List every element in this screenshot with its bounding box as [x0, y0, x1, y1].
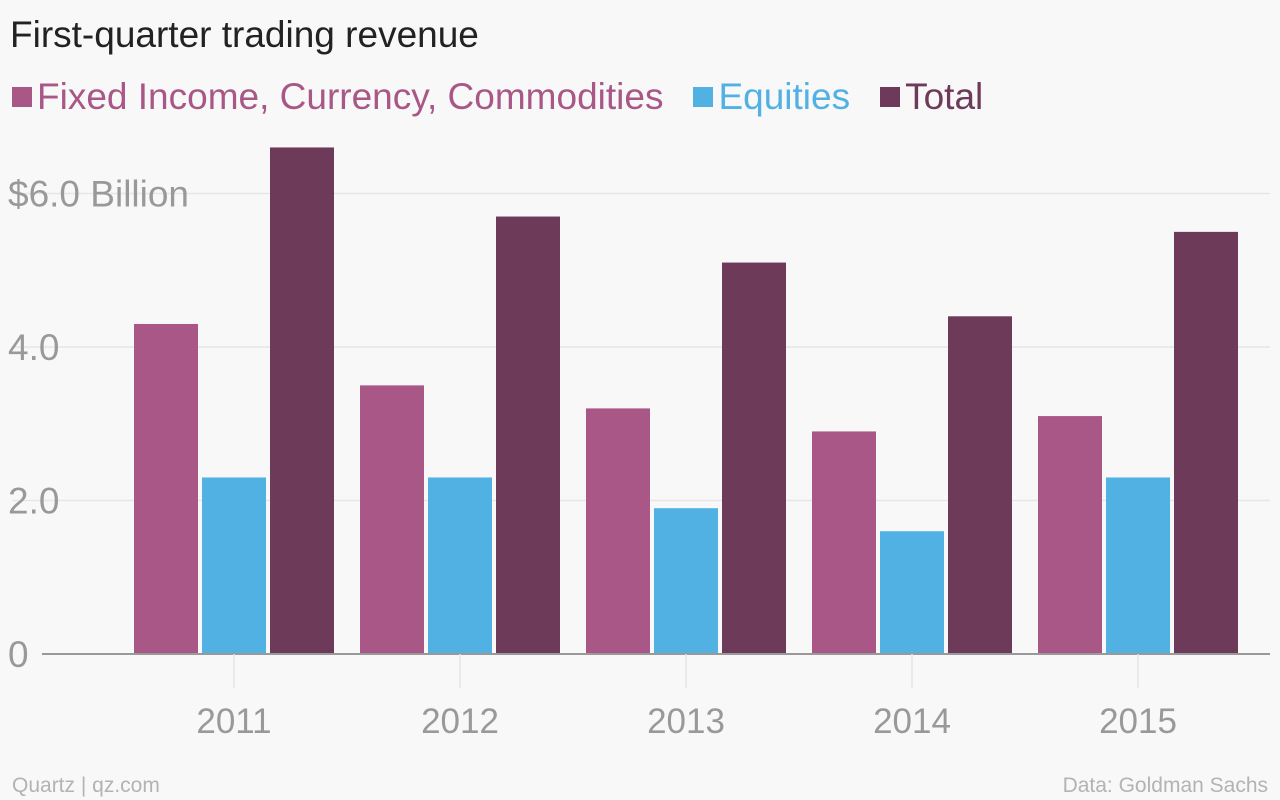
- x-tick-label: 2014: [873, 702, 951, 741]
- legend-swatch: [12, 87, 32, 107]
- footer-source: Data: Goldman Sachs: [1062, 774, 1268, 797]
- legend-item: Equities: [693, 76, 850, 118]
- bar: [202, 477, 266, 654]
- x-tick-label: 2015: [1099, 702, 1177, 741]
- bar: [428, 477, 492, 654]
- y-tick-label: $6.0 Billion: [8, 174, 189, 215]
- x-tick-label: 2012: [421, 702, 499, 741]
- bar: [880, 531, 944, 654]
- legend-item: Total: [880, 76, 983, 118]
- bar: [1038, 416, 1102, 654]
- legend-swatch: [693, 87, 714, 107]
- bar: [722, 262, 786, 654]
- bar: [270, 147, 334, 654]
- bar: [586, 408, 650, 654]
- bar: [134, 323, 198, 654]
- bar: [812, 431, 876, 654]
- x-tick-label: 2013: [647, 702, 725, 741]
- legend: Fixed Income, Currency, Commodities Equit…: [12, 76, 1013, 118]
- legend-item: Fixed Income, Currency, Commodities: [12, 76, 663, 118]
- legend-label: Equities: [718, 76, 851, 117]
- chart-title: First-quarter trading revenue: [10, 14, 479, 55]
- bar: [496, 216, 560, 654]
- legend-swatch: [880, 87, 901, 107]
- bar: [654, 508, 718, 654]
- y-tick-label: 0: [8, 634, 29, 675]
- x-tick-label: 2011: [196, 702, 271, 741]
- legend-label: Total: [905, 76, 984, 117]
- bar: [948, 316, 1012, 654]
- y-tick-label: 4.0: [8, 327, 59, 368]
- bar: [1106, 477, 1170, 654]
- y-tick-label: 2.0: [8, 481, 59, 522]
- bar: [1174, 231, 1238, 654]
- footer-credit: Quartz | qz.com: [12, 774, 160, 797]
- bar: [360, 385, 424, 654]
- legend-label: Fixed Income, Currency, Commodities: [37, 76, 664, 117]
